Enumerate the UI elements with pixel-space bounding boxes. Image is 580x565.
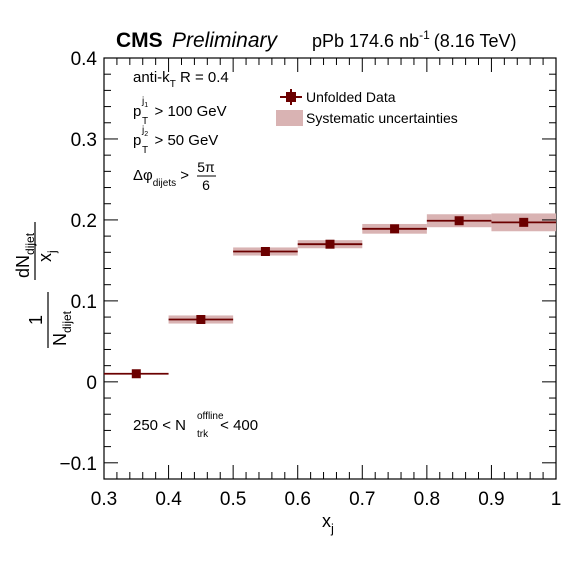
header-energy: (8.16 TeV) (434, 31, 517, 51)
annotation-algo-main: anti-k (133, 69, 170, 86)
annotation-dphi: Δφdijets > (133, 167, 189, 189)
legend-data-marker (286, 92, 296, 102)
x-tick-label: 0.4 (155, 489, 182, 510)
annotation-dphi-den: 6 (202, 177, 210, 193)
data-point (454, 216, 464, 226)
header-lumi-text: pPb 174.6 nb (312, 31, 419, 51)
annotation-pt1-sup: j1 (141, 96, 148, 109)
y-label-deriv-num-main: dN (13, 255, 33, 278)
annotation-mult-sup: offline (197, 411, 224, 422)
legend-syst-label: Systematic uncertainties (306, 110, 458, 126)
annotation-algo: anti-kT R = 0.4 (133, 69, 229, 90)
y-label-deriv-den-main: x (35, 253, 55, 262)
annotation-dphi-gt: > (176, 167, 189, 184)
y-tick-label: 0.4 (71, 49, 98, 70)
y-tick-label: 0.2 (71, 211, 97, 232)
y-tick-label: 0 (86, 373, 97, 394)
header-lumi: pPb 174.6 nb-1 (8.16 TeV) (312, 28, 517, 51)
annotation-pt2: p > 50 GeV (133, 132, 218, 149)
header-lumi-exp: -1 (419, 28, 430, 42)
annotation-pt1-jidx: 1 (144, 102, 148, 109)
annotation-pt2-p: p (133, 132, 141, 149)
x-tick-label: 0.9 (478, 489, 504, 510)
annotation-mult-rest: < 400 (216, 417, 258, 434)
annotation-pt2-sup: j2 (141, 125, 148, 138)
x-axis-label-sub: j (330, 521, 334, 536)
annotation-pt1-j: j (141, 96, 144, 107)
y-label-frac-num: 1 (26, 315, 46, 325)
legend: Unfolded Data Systematic uncertainties (276, 89, 458, 126)
annotation-pt1: p > 100 GeV (133, 103, 227, 120)
x-tick-label: 1 (551, 489, 562, 510)
data-point (390, 224, 400, 234)
y-label-frac-den: Ndijet (50, 310, 74, 346)
y-label-frac-den-main: N (50, 333, 70, 346)
annotation-pt1-p: p (133, 103, 141, 120)
data-point (260, 246, 270, 256)
data-point (131, 369, 141, 379)
data-point (325, 239, 335, 249)
data-points (104, 216, 556, 379)
y-label-deriv-den: xj (35, 250, 59, 262)
annotation-mult-main: 250 < N (133, 417, 186, 434)
annotation-pt1-sub: T (142, 116, 148, 127)
x-axis-label: xj (322, 511, 334, 536)
annotation-dphi-sub: dijets (153, 178, 176, 189)
annotation-algo-rest: R = 0.4 (176, 69, 229, 86)
data-point (519, 217, 529, 227)
header-status: Preliminary (172, 29, 279, 52)
y-tick-label: −0.1 (59, 454, 97, 475)
x-tick-label: 0.6 (285, 489, 311, 510)
annotation-pt1-rest: > 100 GeV (150, 103, 226, 120)
header-experiment: CMS (116, 29, 163, 52)
legend-syst-swatch (276, 110, 303, 126)
x-tick-label: 0.8 (414, 489, 440, 510)
tick-labels: 0.3 0.4 0.5 0.6 0.7 0.8 0.9 1 −0.1 0 0.1 0.2 0.3 0.4 (59, 49, 561, 510)
y-label-frac-den-sub: dijet (60, 310, 74, 333)
legend-data-label: Unfolded Data (306, 89, 396, 105)
y-tick-label: 0.1 (71, 292, 97, 313)
systematic-bands (168, 213, 556, 324)
x-tick-label: 0.7 (349, 489, 375, 510)
annotation-mult-sub: trk (197, 429, 209, 440)
axis-ticks (103, 57, 557, 480)
annotation-multiplicity: 250 < N < 400 (133, 417, 258, 434)
annotation-pt2-rest: > 50 GeV (150, 132, 218, 149)
annotation-pt2-jidx: 2 (144, 131, 148, 138)
x-tick-label: 0.3 (91, 489, 117, 510)
y-axis-label: 1 Ndijet dNdijet xj (13, 222, 74, 348)
annotation-dphi-main: Δφ (133, 167, 153, 184)
annotation-pt2-sub: T (142, 145, 148, 156)
y-label-deriv-den-sub: j (45, 250, 59, 254)
x-tick-label: 0.5 (220, 489, 246, 510)
annotation-pt2-j: j (141, 125, 144, 136)
annotation-algo-sub: T (170, 79, 176, 90)
y-label-deriv-num-sub: dijet (23, 232, 37, 255)
annotation-dphi-num: 5π (197, 159, 215, 175)
x-axis-label-main: x (322, 511, 331, 531)
y-tick-label: 0.3 (71, 130, 97, 151)
y-label-deriv-num: dNdijet (13, 232, 37, 278)
data-point (196, 315, 206, 325)
